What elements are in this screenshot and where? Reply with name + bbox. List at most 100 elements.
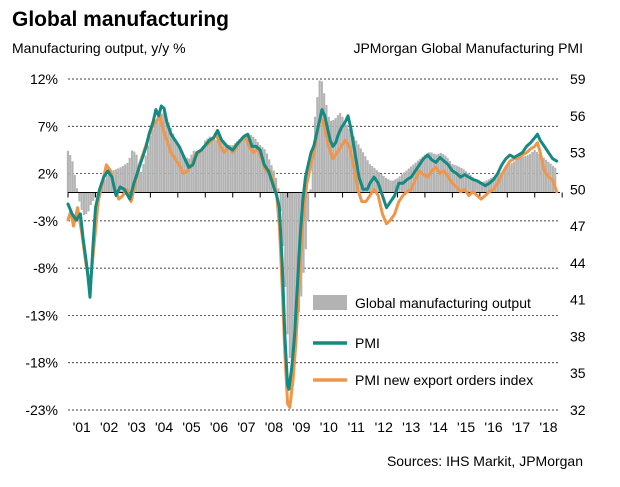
output-bar xyxy=(144,155,147,193)
legend-label-output: Global manufacturing output xyxy=(355,295,531,311)
output-bar xyxy=(362,152,365,193)
output-bar xyxy=(108,173,111,193)
output-bar xyxy=(119,167,122,193)
chart-title: Global manufacturing xyxy=(12,8,229,31)
left-tick-label: -8% xyxy=(33,260,58,276)
output-bar xyxy=(210,136,214,193)
output-bar xyxy=(103,179,106,193)
output-bar xyxy=(304,192,307,250)
x-tick-label: '03 xyxy=(128,419,146,435)
output-bar xyxy=(407,168,410,193)
output-bar xyxy=(345,124,349,193)
output-bar xyxy=(458,166,461,193)
output-bar xyxy=(275,177,278,193)
left-tick-label: 7% xyxy=(38,118,58,134)
output-bar xyxy=(529,153,532,193)
output-bar xyxy=(66,150,69,193)
right-tick-label: 59 xyxy=(570,71,586,87)
output-bar xyxy=(243,135,246,193)
x-tick-label: '08 xyxy=(265,419,283,435)
pmi-lines xyxy=(66,104,559,409)
output-bar xyxy=(249,135,252,193)
output-bar xyxy=(515,160,518,193)
x-tick-label: '05 xyxy=(182,419,200,435)
output-bar xyxy=(474,179,477,193)
output-bar xyxy=(451,164,454,193)
right-tick-label: 56 xyxy=(570,108,586,124)
output-bar xyxy=(124,164,127,193)
x-tick-label: '04 xyxy=(155,419,173,435)
output-bar xyxy=(236,141,239,193)
output-bar xyxy=(526,155,529,193)
output-bar xyxy=(464,171,468,193)
x-tick-label: '01 xyxy=(73,419,91,435)
output-bar xyxy=(176,145,179,193)
output-bar xyxy=(279,192,282,212)
legend-swatch-output xyxy=(313,295,347,310)
right-axis-labels: 59 56 53 50 47 44 41 38 35 32 xyxy=(570,71,586,418)
output-bar xyxy=(535,151,538,193)
output-bar xyxy=(121,166,124,193)
output-bar xyxy=(217,139,220,193)
output-bar xyxy=(133,151,136,193)
output-bar xyxy=(469,175,472,193)
output-bar xyxy=(480,182,484,193)
output-bar xyxy=(80,192,83,210)
output-bar xyxy=(206,138,209,193)
output-bar xyxy=(172,133,175,193)
output-bar xyxy=(387,179,390,193)
output-bar xyxy=(327,116,330,193)
x-tick-label: '02 xyxy=(100,419,118,435)
output-bar xyxy=(382,175,385,193)
x-tick-label: '10 xyxy=(320,419,338,435)
output-bar xyxy=(117,168,120,193)
output-bar xyxy=(240,137,243,193)
output-bar xyxy=(483,181,486,193)
output-bar xyxy=(538,153,541,193)
output-bar xyxy=(208,136,211,193)
output-bar xyxy=(204,140,207,193)
x-tick-label: '18 xyxy=(539,419,557,435)
output-bar xyxy=(199,152,202,193)
output-bar xyxy=(130,150,134,193)
output-bar xyxy=(256,142,259,193)
output-bar xyxy=(137,165,140,193)
output-bar xyxy=(366,160,369,193)
output-bar xyxy=(156,120,159,193)
output-bar xyxy=(309,189,312,193)
output-bar xyxy=(442,154,445,193)
x-tick-label: '16 xyxy=(484,419,502,435)
output-bar xyxy=(291,192,294,357)
output-bar xyxy=(153,122,156,193)
output-bar xyxy=(78,192,81,202)
output-bar xyxy=(82,192,85,216)
output-bar xyxy=(426,153,429,193)
output-bar xyxy=(73,174,76,193)
output-bar xyxy=(71,161,74,193)
output-bar xyxy=(167,122,170,193)
output-bar xyxy=(323,93,326,193)
output-bar xyxy=(389,180,392,193)
output-bar xyxy=(490,178,493,193)
output-bar xyxy=(467,173,470,193)
right-tick-label: 38 xyxy=(570,328,586,344)
x-axis-labels: '01 '02 '03 '04 '05 '06 '07 '08 '09 '10 '11 '12 '13 '… xyxy=(73,419,558,435)
output-bar xyxy=(419,158,422,193)
output-bar xyxy=(510,162,513,193)
x-tick-label: '13 xyxy=(402,419,420,435)
output-bar xyxy=(254,138,257,193)
output-bar xyxy=(149,135,152,193)
right-axis-title: JPMorgan Global Manufacturing PMI xyxy=(353,40,583,56)
output-bar xyxy=(146,145,150,193)
output-bar xyxy=(460,167,463,193)
output-bar xyxy=(318,80,321,193)
output-bar xyxy=(311,156,314,193)
left-axis-labels: 12% 7% 2% -3% -8% -13% -18% -23% xyxy=(25,71,58,418)
right-tick-label: 53 xyxy=(570,145,586,161)
output-bar xyxy=(554,167,557,193)
output-bar xyxy=(188,158,191,193)
output-bar xyxy=(453,164,456,193)
legend-label-export: PMI new export orders index xyxy=(355,372,533,388)
output-bar xyxy=(190,154,193,193)
